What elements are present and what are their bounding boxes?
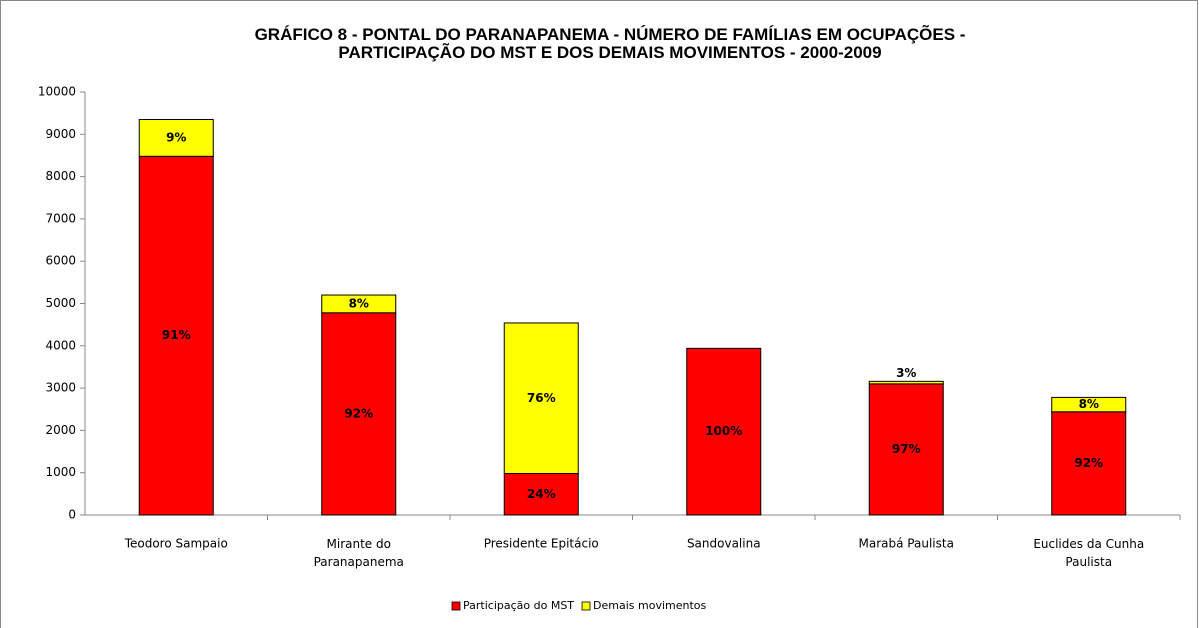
bar-segment [503, 473, 579, 516]
data-label: 24% [527, 487, 556, 501]
x-tick-label: Teodoro Sampaio [124, 537, 228, 551]
data-label: 92% [344, 406, 373, 420]
data-label: 97% [892, 442, 921, 456]
x-tick-label: Marabá Paulista [859, 537, 954, 551]
data-label: 8% [1079, 397, 1099, 411]
data-label: 91% [162, 328, 191, 342]
y-tick-label: 9000 [45, 127, 76, 141]
y-tick-label: 10000 [38, 85, 76, 99]
legend-label: Participação do MST [463, 599, 574, 612]
bar-segment [868, 383, 944, 516]
x-tick-label: Mirante do Paranapanema [314, 537, 404, 569]
y-tick-label: 6000 [45, 254, 76, 268]
y-tick-label: 8000 [45, 169, 76, 183]
data-label: 9% [166, 130, 186, 144]
chart-title: GRÁFICO 8 - PONTAL DO PARANAPANEMA - NÚM… [255, 24, 966, 62]
y-tick-label: 3000 [45, 381, 76, 395]
y-tick-label: 5000 [45, 296, 76, 310]
legend-label: Demais movimentos [593, 599, 706, 612]
bar-segment [686, 347, 762, 516]
legend-swatch [451, 601, 461, 611]
data-label: 92% [1074, 456, 1103, 470]
data-label: 100% [705, 424, 742, 438]
bar-segment [321, 294, 397, 314]
x-tick-label: Presidente Epitácio [484, 537, 599, 551]
bar-segment [321, 312, 397, 516]
y-tick-label: 7000 [45, 211, 76, 225]
y-tick-label: 2000 [45, 423, 76, 437]
y-tick-label: 4000 [45, 338, 76, 352]
x-tick-label: Sandovalina [687, 537, 761, 551]
x-tick-label: Euclides da Cunha Paulista [1033, 537, 1144, 569]
legend-swatch [581, 601, 591, 611]
bar-segment [1051, 411, 1127, 516]
bar-segment [503, 322, 579, 475]
y-tick-label: 0 [68, 508, 76, 522]
bar-segment [138, 118, 214, 157]
data-label: 76% [527, 391, 556, 405]
bar-segment [1051, 396, 1127, 413]
data-label: 8% [349, 296, 369, 310]
y-tick-label: 1000 [45, 465, 76, 479]
bar-segment [868, 380, 944, 385]
data-label: 3% [896, 366, 916, 380]
